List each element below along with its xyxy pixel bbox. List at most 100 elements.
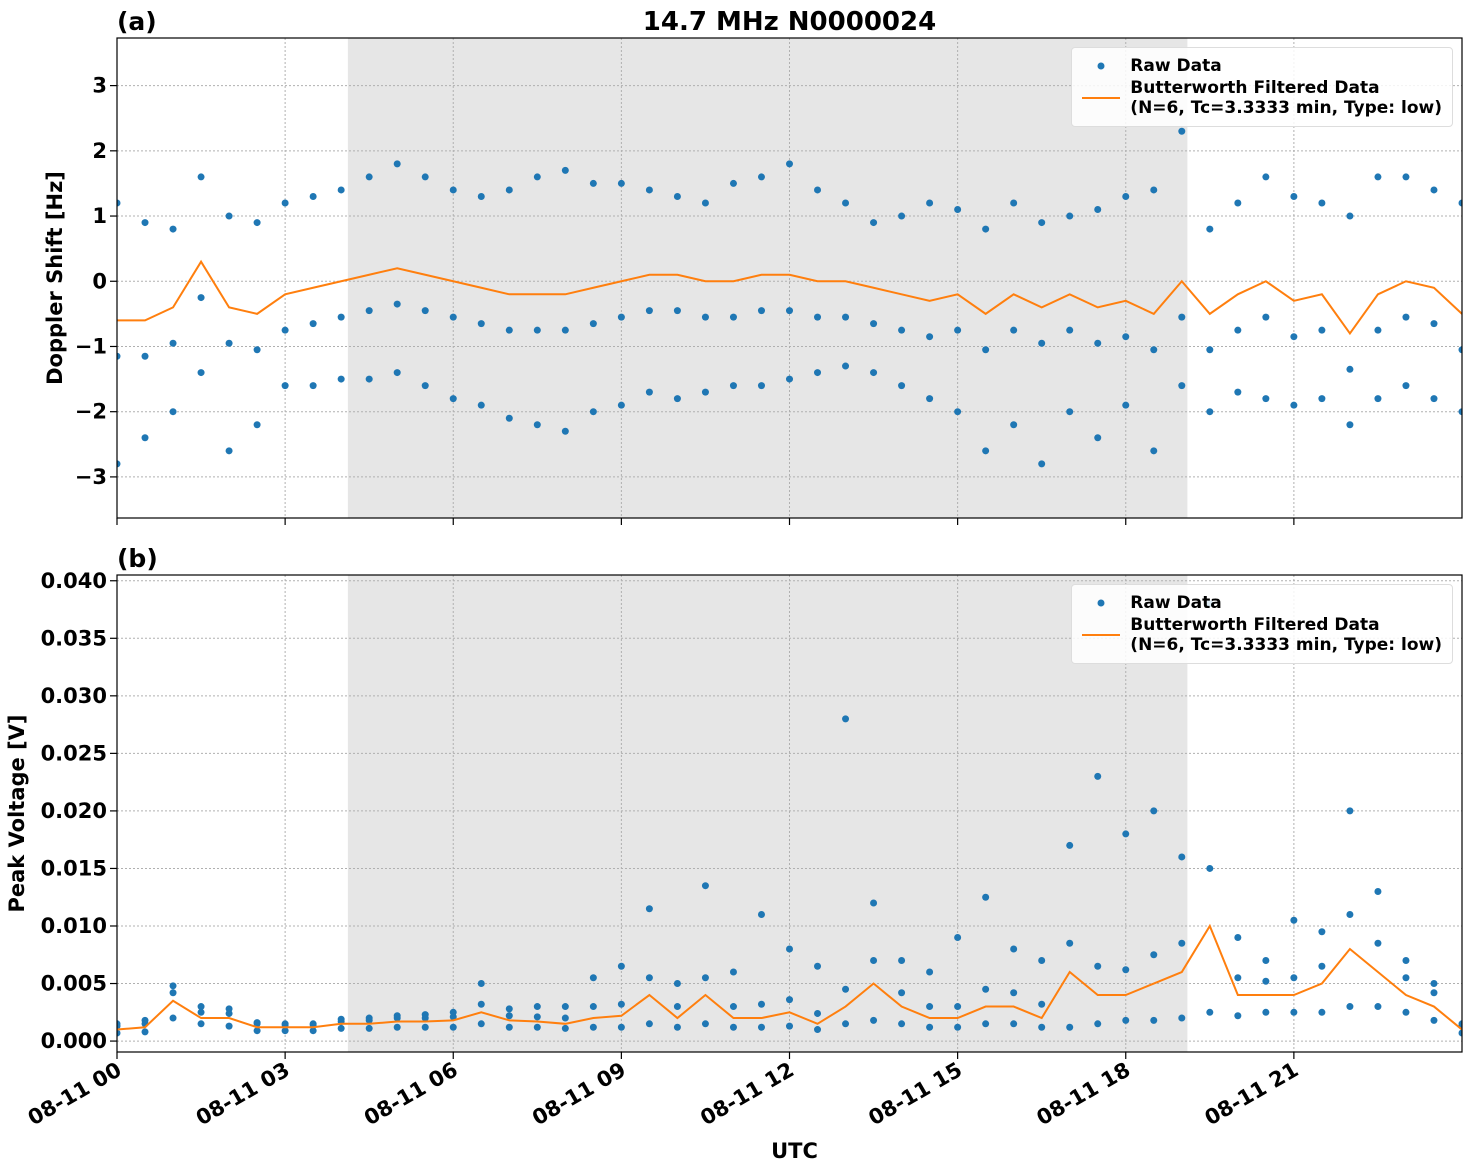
raw-point xyxy=(449,313,457,321)
raw-point xyxy=(729,179,737,187)
raw-point xyxy=(1122,192,1130,200)
raw-point xyxy=(701,1020,709,1028)
raw-point xyxy=(842,715,850,723)
raw-point xyxy=(1458,199,1462,207)
raw-point xyxy=(1430,1016,1438,1024)
raw-point xyxy=(561,427,569,435)
raw-point xyxy=(561,1014,569,1022)
x-tick-label: 08-11 21 xyxy=(1201,1058,1303,1131)
raw-point xyxy=(870,1016,878,1024)
legend-label: Raw Data xyxy=(1130,593,1222,613)
raw-point xyxy=(1290,192,1298,200)
raw-point xyxy=(1430,989,1438,997)
raw-point xyxy=(1234,974,1242,982)
raw-point xyxy=(281,326,289,334)
raw-point xyxy=(645,974,653,982)
raw-point xyxy=(1094,434,1102,442)
raw-point xyxy=(393,160,401,168)
raw-point xyxy=(1234,388,1242,396)
raw-point xyxy=(589,408,597,416)
raw-point xyxy=(421,307,429,315)
raw-point xyxy=(673,980,681,988)
raw-point xyxy=(1234,326,1242,334)
raw-point xyxy=(1430,395,1438,403)
raw-point xyxy=(169,225,177,233)
raw-point xyxy=(477,192,485,200)
raw-point xyxy=(1122,1016,1130,1024)
raw-point xyxy=(365,1016,373,1024)
raw-point xyxy=(645,307,653,315)
raw-point xyxy=(645,905,653,913)
raw-point xyxy=(729,1023,737,1031)
raw-point xyxy=(645,1020,653,1028)
raw-point xyxy=(814,1026,822,1034)
raw-point xyxy=(225,1022,233,1030)
raw-point xyxy=(1038,219,1046,227)
raw-point xyxy=(617,1023,625,1031)
raw-point xyxy=(309,1027,317,1035)
raw-point xyxy=(421,1014,429,1022)
raw-point xyxy=(589,179,597,187)
raw-point xyxy=(197,1003,205,1011)
x-tick-label: 08-11 06 xyxy=(360,1058,462,1131)
raw-point xyxy=(1374,887,1382,895)
raw-point xyxy=(926,1023,934,1031)
raw-point xyxy=(1206,346,1214,354)
raw-point xyxy=(1150,951,1158,959)
legend-entry: Raw Data xyxy=(1082,593,1442,613)
raw-point xyxy=(786,375,793,383)
legend-entry: Raw Data xyxy=(1082,56,1442,76)
y-tick-label: 0.035 xyxy=(41,626,107,650)
raw-point xyxy=(1038,1023,1046,1031)
raw-point xyxy=(1066,212,1074,220)
raw-point xyxy=(729,313,737,321)
legend-marker xyxy=(1097,62,1105,70)
y-tick-label: 0.040 xyxy=(41,569,107,593)
raw-point xyxy=(421,173,429,181)
raw-point xyxy=(786,307,793,315)
raw-point xyxy=(477,1000,485,1008)
chart-title: 14.7 MHz N0000024 xyxy=(643,7,936,37)
raw-point xyxy=(141,219,149,227)
legend-entry: Butterworth Filtered Data (N=6, Tc=3.333… xyxy=(1082,615,1442,655)
raw-point xyxy=(1402,382,1410,390)
y-tick-label: 0.025 xyxy=(41,741,107,765)
raw-point xyxy=(954,326,962,334)
raw-point xyxy=(589,1003,597,1011)
raw-point xyxy=(701,388,709,396)
raw-point xyxy=(1262,957,1270,965)
raw-point xyxy=(477,1020,485,1028)
raw-point xyxy=(1234,199,1242,207)
raw-point xyxy=(169,982,177,990)
raw-point xyxy=(1374,326,1382,334)
raw-point xyxy=(1430,186,1438,194)
raw-point xyxy=(1206,408,1214,416)
raw-point xyxy=(1038,460,1046,468)
raw-point xyxy=(1402,173,1410,181)
raw-point xyxy=(197,1008,205,1016)
raw-point xyxy=(253,1020,261,1028)
raw-point xyxy=(1122,401,1130,409)
raw-point xyxy=(1150,807,1158,815)
raw-point xyxy=(1262,313,1270,321)
raw-point xyxy=(449,1023,457,1031)
raw-point xyxy=(926,1003,934,1011)
raw-point xyxy=(1458,408,1462,416)
y-axis-label: Doppler Shift [Hz] xyxy=(43,171,67,385)
raw-point xyxy=(1150,447,1158,455)
legend-swatch xyxy=(1082,634,1121,636)
raw-point xyxy=(842,985,850,993)
raw-point xyxy=(1458,346,1462,354)
raw-point xyxy=(449,395,457,403)
raw-point xyxy=(533,1013,541,1021)
raw-point xyxy=(1150,1016,1158,1024)
raw-point xyxy=(337,186,345,194)
raw-point xyxy=(1094,1020,1102,1028)
raw-point xyxy=(1010,199,1018,207)
raw-point xyxy=(421,382,429,390)
y-tick-label: 3 xyxy=(92,74,107,98)
raw-point xyxy=(1346,1003,1354,1011)
raw-point xyxy=(561,1024,569,1032)
